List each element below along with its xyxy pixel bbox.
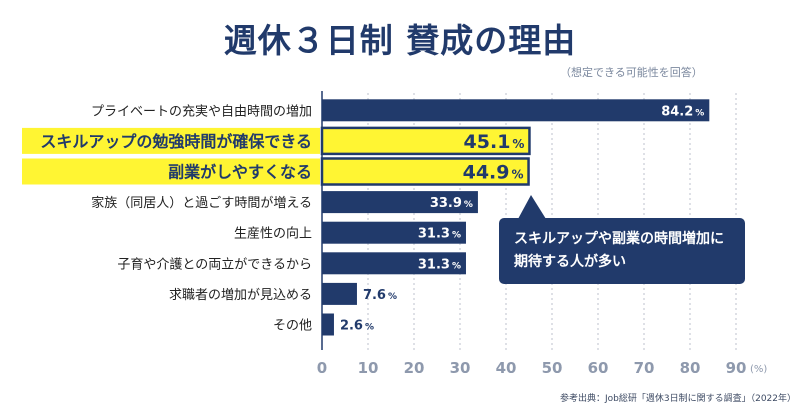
x-tick-label: 0 — [317, 359, 327, 377]
x-tick-label: 70 — [634, 359, 655, 377]
category-label: 家族（同居人）と過ごす時間が増える — [91, 195, 312, 211]
bar — [322, 252, 466, 275]
x-tick-label: 40 — [496, 359, 517, 377]
x-tick-label: 30 — [450, 359, 471, 377]
value-label: 2.6% — [340, 319, 374, 334]
category-label: 生産性の向上 — [234, 226, 312, 242]
category-label: プライベートの充実や自由時間の増加 — [91, 103, 312, 119]
value-label: 7.6% — [363, 288, 397, 303]
bar — [322, 191, 478, 214]
bar-highlighted — [320, 126, 531, 156]
bar — [322, 282, 357, 305]
callout-line-1: スキルアップや副業の時間増加に — [514, 231, 724, 247]
chart-title: 週休３日制 賛成の理由 — [223, 21, 577, 60]
x-tick-label: 80 — [680, 359, 701, 377]
x-tick-label: 60 — [588, 359, 609, 377]
category-label: スキルアップの勉強時間が確保できる — [40, 132, 312, 151]
highlight-band — [22, 127, 320, 154]
bar-highlighted — [320, 157, 530, 186]
value-label: 31.3% — [418, 227, 461, 242]
source-note: 参考出典：Job総研「週休3日制に関する調査」（2022年） — [560, 394, 797, 404]
x-unit-label: (%) — [750, 364, 767, 375]
category-label: 求職者の増加が見込める — [169, 288, 312, 303]
value-label: 45.1% — [464, 131, 525, 153]
callout-pointer — [518, 195, 546, 219]
chart-note: （想定できる可能性を回答） — [560, 66, 703, 79]
value-label: 44.9% — [463, 162, 524, 184]
value-label: 84.2% — [661, 104, 704, 119]
highlight-band — [22, 158, 320, 185]
value-label: 31.3% — [418, 257, 461, 272]
x-tick-label: 10 — [358, 359, 379, 377]
x-tick-label: 90 — [726, 359, 747, 377]
callout-box: スキルアップや副業の時間増加に 期待する人が多い — [499, 218, 745, 284]
x-tick-label: 20 — [404, 359, 425, 377]
x-tick-label: 50 — [542, 359, 563, 377]
bar — [322, 313, 334, 336]
bar — [322, 221, 466, 244]
bar — [322, 99, 710, 122]
callout-line-2: 期待する人が多い — [514, 254, 626, 270]
category-label: その他 — [273, 319, 312, 334]
value-label: 33.9% — [430, 196, 473, 211]
category-label: 副業がしやすくなる — [168, 163, 312, 182]
category-label: 子育や介護との両立ができるから — [117, 256, 312, 272]
